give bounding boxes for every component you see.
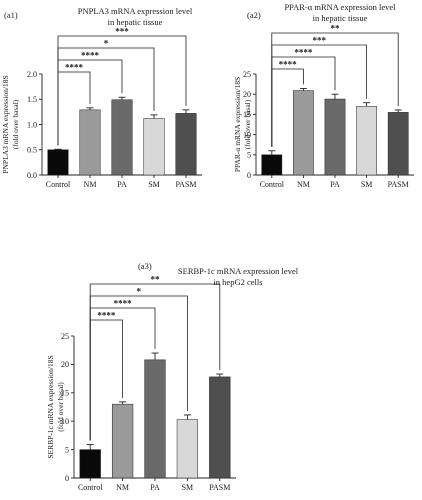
y-tick-label: 5 xyxy=(65,445,69,454)
chart-title-line: in hepatic tissue xyxy=(313,13,368,23)
bar-sm xyxy=(356,106,377,176)
y-tick-label: 20 xyxy=(61,360,69,369)
bar-control xyxy=(261,154,283,176)
x-tick-label: Control xyxy=(78,483,103,492)
significance-label: * xyxy=(104,39,109,49)
x-tick-label: SM xyxy=(361,180,373,189)
chart-title-line: in hepG2 cells xyxy=(213,277,262,287)
significance-bracket xyxy=(271,32,399,147)
x-tick-label: NM xyxy=(116,483,129,492)
chart-title-line: PNPLA3 mRNA expression level xyxy=(78,6,193,16)
y-tick-label: 15 xyxy=(243,110,251,119)
bar-pa xyxy=(111,99,133,176)
significance-label: ** xyxy=(151,275,161,285)
x-tick-label: Control xyxy=(46,180,71,189)
significance-bracket xyxy=(57,35,187,146)
x-tick-label: NM xyxy=(297,180,310,189)
chart-title-line: in hepatic tissue xyxy=(108,17,163,27)
y-tick-label: 0 xyxy=(65,474,69,483)
x-tick-label: PA xyxy=(150,483,160,492)
significance-label: **** xyxy=(97,311,116,321)
bar-pasm xyxy=(209,376,231,479)
y-tick-label: 1.5 xyxy=(27,95,37,104)
y-tick-label: 0.5 xyxy=(27,146,37,155)
x-tick-label: PA xyxy=(330,180,340,189)
y-axis-label-line: (fold over basal) xyxy=(11,99,20,149)
significance-label: ** xyxy=(331,24,341,34)
y-axis-label-line: (fold over basal) xyxy=(56,382,65,432)
panel-label: (a3) xyxy=(138,261,152,271)
panel-label: (a1) xyxy=(4,10,18,20)
y-axis-label-line: SERBP-1c mRNA expression/18S xyxy=(46,355,55,458)
significance-label: *** xyxy=(115,27,129,37)
significance-label: **** xyxy=(65,63,84,73)
bar-pasm xyxy=(175,113,197,176)
y-axis-label-line: (fold over basal) xyxy=(243,99,252,149)
y-tick-label: 25 xyxy=(243,70,251,79)
y-tick-label: 5 xyxy=(247,151,251,160)
bar-control xyxy=(47,149,69,176)
y-tick-label: 0.0 xyxy=(27,171,37,180)
y-tick-label: 15 xyxy=(61,389,69,398)
bar-pa xyxy=(144,359,166,479)
y-tick-label: 20 xyxy=(243,90,251,99)
x-tick-label: SM xyxy=(182,483,194,492)
y-tick-label: 2.0 xyxy=(27,70,37,79)
y-axis-label-line: PNPLA3 mRNA expression/18S xyxy=(1,75,10,173)
bar-control xyxy=(79,449,101,479)
y-axis-label-line: PPAR-α mRNA expression/18S xyxy=(233,77,242,172)
significance-label: **** xyxy=(294,48,313,58)
x-tick-label: PASM xyxy=(175,180,196,189)
y-tick-label: 1.0 xyxy=(27,120,37,129)
x-tick-label: PASM xyxy=(388,180,409,189)
bar-pasm xyxy=(387,112,409,176)
bar-nm xyxy=(293,90,314,176)
significance-label: *** xyxy=(312,36,326,46)
bar-nm xyxy=(79,109,101,176)
x-tick-label: SM xyxy=(148,180,160,189)
y-tick-label: 10 xyxy=(61,417,69,426)
chart-title-line: SERBP-1c mRNA expression level xyxy=(178,266,299,276)
x-tick-label: PASM xyxy=(209,483,230,492)
bar-pa xyxy=(324,98,346,176)
significance-label: **** xyxy=(279,60,298,70)
significance-label: **** xyxy=(81,51,100,61)
x-tick-label: Control xyxy=(260,180,285,189)
x-tick-label: NM xyxy=(84,180,97,189)
significance-label: **** xyxy=(114,299,133,309)
bar-sm xyxy=(143,118,165,176)
chart-title-line: PPAR-α mRNA expression level xyxy=(284,2,396,12)
bar-nm xyxy=(111,403,134,479)
bar-sm xyxy=(176,419,199,479)
significance-bracket xyxy=(89,283,221,441)
y-tick-label: 0 xyxy=(247,171,251,180)
y-tick-label: 10 xyxy=(243,130,251,139)
significance-label: * xyxy=(137,287,142,297)
panel-label: (a2) xyxy=(247,10,261,20)
x-tick-label: PA xyxy=(117,180,127,189)
y-tick-label: 25 xyxy=(61,332,69,341)
